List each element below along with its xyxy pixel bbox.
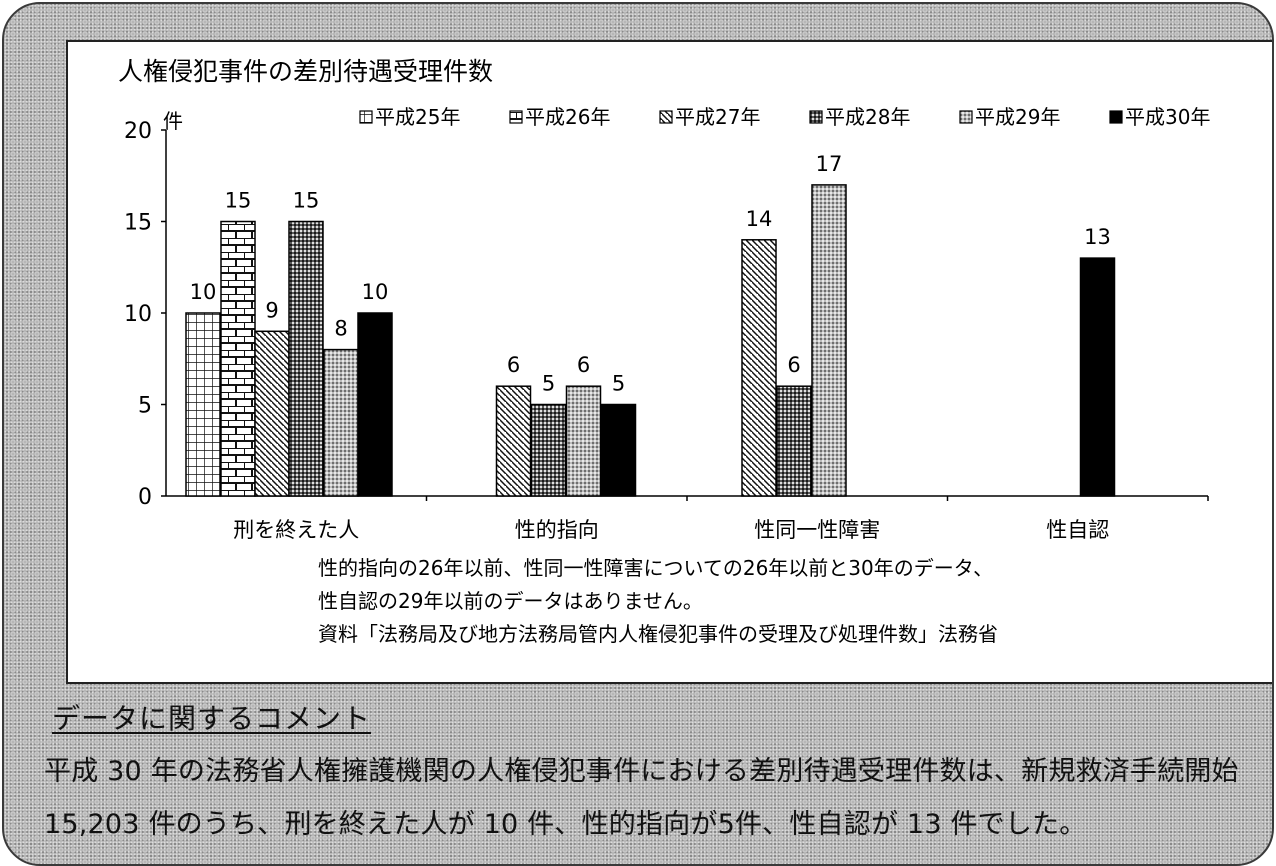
bar — [495, 385, 532, 497]
bar — [600, 403, 637, 497]
y-tick-label: 20 — [124, 119, 152, 144]
y-tick-label: 15 — [124, 211, 152, 236]
bar — [811, 184, 847, 497]
legend-swatch — [659, 110, 673, 124]
x-category-label: 性的指向 — [515, 518, 599, 542]
comment-line: 15,203 件のうち、刑を終えた人が 10 件、性的指向が5件、性自認が 13… — [44, 809, 1087, 840]
data-label: 10 — [362, 280, 389, 304]
bar — [565, 385, 602, 497]
comment-heading: データに関するコメント — [52, 702, 372, 735]
bar — [776, 385, 812, 497]
x-category-label: 性自認 — [1046, 518, 1109, 542]
data-label: 15 — [225, 189, 252, 213]
bar — [530, 403, 567, 497]
data-label: 9 — [265, 298, 278, 322]
legend-label: 平成25年 — [375, 105, 460, 129]
legend-swatch — [1109, 110, 1123, 124]
legend-label: 平成28年 — [825, 105, 910, 129]
x-category-label: 刑を終えた人 — [233, 518, 359, 542]
y-axis-label: 件 — [163, 109, 183, 133]
bar — [1079, 257, 1116, 497]
legend-label: 平成29年 — [975, 105, 1060, 129]
bar — [254, 330, 290, 497]
bar — [357, 312, 393, 497]
data-label: 5 — [612, 372, 625, 396]
bar — [185, 312, 221, 497]
data-label: 6 — [507, 353, 520, 377]
legend-swatch — [959, 110, 973, 124]
y-tick-label: 10 — [124, 302, 152, 327]
y-tick-label: 5 — [138, 394, 152, 419]
bar — [288, 220, 324, 497]
comment-body: 平成 30 年の法務省人権擁護機関の人権侵犯事件における差別待遇受理件数は、新規… — [44, 745, 1266, 851]
legend-swatch — [359, 110, 373, 124]
data-label: 5 — [542, 372, 555, 396]
chart-note: 性的指向の26年以前、性同一性障害についての26年以前と30年のデータ、 — [318, 556, 993, 580]
comment-line: 平成 30 年の法務省人権擁護機関の人権侵犯事件における差別待遇受理件数は、新規… — [44, 756, 1239, 787]
chart-note: 資料「法務局及び地方法務局管内人権侵犯事件の受理及び処理件数」法務省 — [318, 622, 998, 646]
legend-swatch — [809, 110, 823, 124]
y-tick-label: 0 — [138, 485, 152, 510]
data-label: 10 — [190, 280, 217, 304]
data-label: 6 — [577, 353, 590, 377]
data-label: 15 — [293, 189, 320, 213]
legend-label: 平成30年 — [1125, 105, 1210, 129]
bar — [220, 220, 256, 497]
data-label: 13 — [1084, 225, 1111, 249]
chart-title: 人権侵犯事件の差別待遇受理件数 — [118, 57, 493, 86]
data-label: 14 — [746, 207, 773, 231]
bar — [741, 239, 777, 497]
legend-swatch — [509, 110, 523, 124]
x-category-label: 性同一性障害 — [754, 518, 880, 542]
legend-label: 平成27年 — [675, 105, 760, 129]
legend-label: 平成26年 — [525, 105, 610, 129]
data-label: 17 — [816, 152, 843, 176]
data-label: 8 — [334, 317, 347, 341]
chart-panel: 人権侵犯事件の差別待遇受理件数件 0 5 10 15 20 刑を終えた人 性的指向 性同一性障害… — [66, 40, 1272, 684]
data-label: 6 — [787, 353, 800, 377]
bar — [323, 348, 359, 497]
chart-note: 性自認の29年以前のデータはありません。 — [318, 589, 703, 613]
